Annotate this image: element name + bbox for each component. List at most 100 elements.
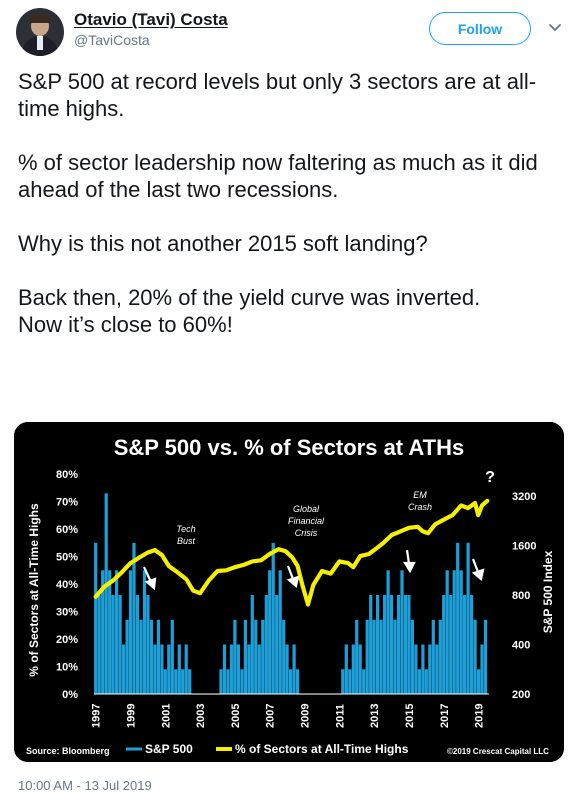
sector-bar: [149, 619, 153, 695]
sector-bar: [264, 595, 268, 694]
right-axis-label: S&P 500 Index: [541, 550, 555, 633]
sector-bar: [414, 644, 418, 694]
avatar-hair: [30, 14, 50, 23]
timestamp[interactable]: 10:00 AM - 13 Jul 2019: [18, 778, 152, 793]
sector-bar: [108, 570, 112, 695]
sector-bar: [480, 644, 484, 694]
annotation-em-crash-2: Crash: [408, 502, 432, 512]
sector-bar: [386, 570, 390, 695]
sector-bar: [289, 669, 293, 695]
sector-bar: [355, 619, 359, 695]
sector-bar: [104, 493, 108, 695]
annotation-tech-bust-2: Bust: [177, 536, 196, 546]
sector-bar: [122, 644, 126, 694]
sector-bar: [466, 542, 470, 695]
x-axis-ticks: 1997 1999 2001 2003 2005 2007 2009 2011 2013 2015…: [91, 704, 486, 728]
sector-bar: [240, 669, 244, 695]
x-tick-label: 2015: [404, 704, 416, 728]
avatar[interactable]: [16, 8, 64, 56]
tweet-header: Otavio (Tavi) Costa @TaviCosta Follow: [0, 0, 574, 60]
sector-bar: [383, 595, 387, 694]
sector-bar: [473, 619, 477, 695]
tweet-paragraph: % of sector leadership now faltering as …: [18, 150, 538, 202]
author-handle[interactable]: @TaviCosta: [74, 32, 150, 48]
sector-bar: [421, 644, 425, 694]
sector-bar: [341, 669, 345, 695]
sp500-line: [93, 498, 490, 607]
tweet-paragraph: Why is this not another 2015 soft landin…: [18, 231, 428, 256]
sector-bar: [250, 595, 254, 694]
sector-bar: [97, 595, 101, 694]
sector-bar: [271, 542, 275, 695]
sector-bar: [236, 644, 240, 694]
sector-bar: [219, 669, 223, 695]
sector-bar: [128, 570, 133, 695]
sector-bar: [445, 570, 449, 695]
x-tick-label: 2013: [369, 704, 381, 728]
chart-svg: S&P 500 vs. % of Sectors at ATHs 0% 10% 20…: [14, 422, 564, 762]
left-tick-label: 20%: [56, 634, 78, 646]
sector-bar: [369, 595, 373, 694]
tweet-text: S&P 500 at record levels but only 3 sect…: [18, 68, 563, 338]
sector-bar: [456, 542, 460, 695]
sector-bar: [438, 619, 442, 695]
x-tick-label: 2003: [195, 704, 207, 728]
sector-bar: [348, 669, 352, 695]
sector-bar: [483, 619, 488, 695]
sector-bar: [463, 595, 467, 694]
author-name[interactable]: Otavio (Tavi) Costa: [74, 10, 228, 29]
sector-bar: [188, 669, 192, 695]
sector-bar: [115, 570, 119, 695]
bars-layer: [94, 493, 488, 695]
chart-source: Source: Bloomberg: [26, 746, 110, 756]
sector-bar: [477, 669, 481, 695]
chevron-down-icon[interactable]: [545, 18, 565, 38]
right-axis-ticks: 200 400 800 1600 3200: [512, 491, 536, 701]
x-tick-label: 2019: [474, 704, 486, 728]
annotation-tech-bust-1: Tech: [176, 524, 195, 534]
tweet-line: Back then, 20% of the yield curve was in…: [18, 285, 481, 310]
left-tick-label: 80%: [56, 469, 78, 481]
sector-bar: [400, 570, 404, 695]
sector-bar: [407, 595, 411, 694]
left-tick-label: 50%: [56, 552, 78, 564]
chart-image[interactable]: S&P 500 vs. % of Sectors at ATHs 0% 10% 20…: [14, 422, 564, 762]
sector-bar: [132, 542, 136, 695]
sector-bar: [261, 619, 265, 695]
sector-bar: [389, 595, 394, 694]
sector-bar: [160, 644, 164, 694]
annotation-gfc-1: Global: [293, 504, 320, 514]
left-tick-label: 10%: [56, 662, 78, 674]
right-tick-label: 200: [512, 689, 530, 701]
sector-bar: [344, 644, 348, 694]
sector-bar: [167, 644, 171, 694]
annotation-gfc-3: Crisis: [295, 528, 318, 538]
arrow-icon: [286, 565, 300, 589]
legend-sectors: % of Sectors at All-Time Highs: [235, 742, 409, 756]
sector-bar: [424, 669, 428, 695]
sector-bar: [229, 644, 234, 694]
sector-bar: [296, 669, 300, 695]
sector-bar: [153, 644, 157, 694]
sector-bar: [442, 595, 446, 694]
arrow-icon: [403, 549, 416, 574]
sector-bar: [268, 570, 272, 695]
annotation-question: ?: [485, 469, 495, 486]
sector-bar: [146, 595, 150, 694]
sector-bar: [282, 619, 286, 695]
sector-bar: [170, 619, 174, 695]
left-axis-label: % of Sectors at All-Time Highs: [27, 503, 41, 677]
sector-bar: [431, 619, 435, 695]
follow-button[interactable]: Follow: [429, 12, 531, 45]
sector-bar: [181, 669, 185, 695]
sector-bar: [292, 644, 296, 694]
left-tick-label: 70%: [56, 497, 78, 509]
sector-bar: [125, 619, 129, 695]
sector-bar: [275, 595, 279, 694]
tweet-paragraph: S&P 500 at record levels but only 3 sect…: [18, 69, 537, 121]
sector-bar: [379, 619, 383, 695]
sector-bar: [428, 644, 432, 694]
x-tick-label: 2011: [334, 704, 346, 728]
sector-bar: [118, 595, 122, 694]
x-tick-label: 1999: [126, 704, 138, 728]
